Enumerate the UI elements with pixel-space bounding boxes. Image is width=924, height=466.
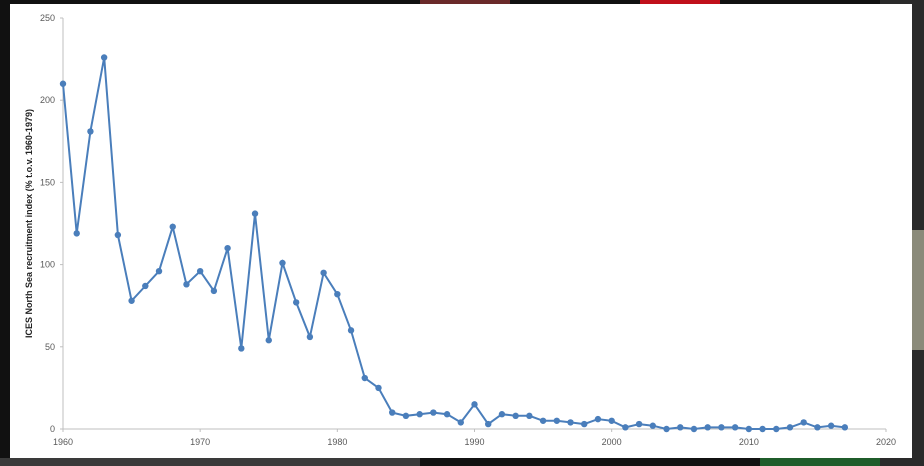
data-point (526, 412, 533, 420)
data-point (389, 409, 396, 416)
y-tick-label: 50 (45, 342, 55, 352)
data-point (306, 333, 314, 341)
x-tick-label: 1990 (464, 437, 484, 447)
data-point (59, 80, 67, 87)
y-tick-label: 100 (40, 260, 55, 270)
data-point (827, 422, 835, 429)
series-line (62, 57, 845, 431)
data-point (581, 420, 588, 428)
data-point (87, 128, 94, 135)
chart-series (59, 54, 849, 433)
data-point (704, 424, 711, 431)
data-point (841, 424, 849, 431)
data-point (608, 417, 615, 424)
data-point (677, 424, 684, 431)
data-point (718, 424, 725, 431)
data-point (745, 425, 753, 433)
data-point (649, 422, 657, 429)
y-tick-label: 0 (50, 424, 55, 434)
data-point (457, 419, 464, 426)
data-point (114, 231, 122, 239)
data-point (251, 210, 259, 217)
y-axis-title: ICES North Sea recruitment index (% t.o.… (24, 109, 34, 338)
chart-axes (62, 18, 886, 430)
x-tick-label: 2010 (739, 437, 759, 447)
data-point (663, 425, 670, 433)
data-point (539, 417, 547, 424)
data-point (512, 412, 519, 420)
data-point (100, 54, 108, 61)
data-point (361, 374, 368, 382)
data-point (731, 424, 739, 431)
data-point (224, 244, 231, 252)
background-photo-fragment (760, 456, 880, 466)
data-point (498, 411, 506, 418)
data-point (800, 419, 807, 426)
data-point (485, 420, 492, 428)
x-tick-label: 1970 (190, 437, 210, 447)
x-tick-label: 1960 (53, 437, 73, 447)
data-point (416, 411, 423, 418)
y-tick-label: 150 (40, 177, 55, 187)
x-tick-label: 2020 (876, 437, 896, 447)
data-point (238, 345, 245, 352)
data-point (430, 409, 437, 416)
data-point (73, 230, 80, 237)
data-point (347, 327, 355, 334)
data-point (320, 269, 327, 277)
data-point (128, 297, 135, 304)
data-point (690, 425, 698, 433)
y-tick-label: 200 (40, 95, 55, 105)
data-point (567, 419, 574, 426)
line-chart: 0 50 100 150 200 250 1960 1970 1980 1990 2000 2010 2… (24, 13, 896, 447)
data-point (773, 425, 780, 433)
data-point (169, 223, 176, 230)
y-tick-label: 250 (40, 13, 55, 23)
data-point (759, 425, 766, 433)
data-point (142, 282, 149, 290)
data-point (155, 267, 163, 275)
data-point (292, 299, 300, 306)
data-point (279, 259, 286, 267)
data-point (471, 401, 478, 408)
background-photo-fragment (0, 458, 420, 466)
x-tick-label: 1980 (327, 437, 347, 447)
data-point (814, 424, 821, 431)
data-point (265, 337, 272, 344)
data-point (622, 424, 629, 431)
x-tick-label: 2000 (602, 437, 622, 447)
data-point (334, 290, 341, 298)
data-point (443, 411, 451, 418)
data-point (375, 384, 382, 392)
data-point (402, 412, 410, 420)
data-point (210, 287, 218, 295)
data-point (196, 267, 204, 275)
data-point (553, 417, 560, 424)
data-point (635, 420, 643, 428)
data-point (594, 415, 602, 423)
data-point (183, 281, 190, 288)
chart-ticks: 0 50 100 150 200 250 1960 1970 1980 1990 2000 2010 2… (40, 13, 896, 447)
chart-panel: 0 50 100 150 200 250 1960 1970 1980 1990 2000 2010 2… (10, 4, 912, 458)
data-point (786, 424, 794, 431)
